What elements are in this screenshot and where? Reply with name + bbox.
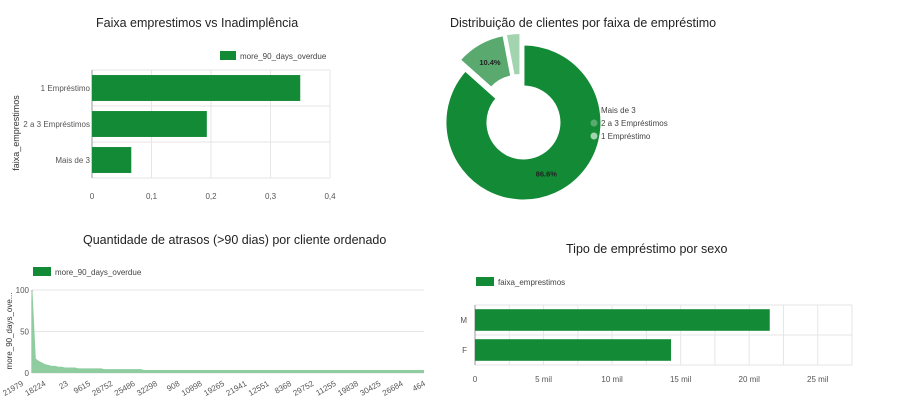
chart-faixa-inadimplencia: Faixa emprestimos vs Inadimplência more_…	[11, 16, 336, 201]
y-tick-label: 0	[25, 369, 30, 378]
x-tick-label: 19265	[202, 379, 226, 398]
legend-label: faixa_emprestimos	[498, 278, 565, 287]
x-tick-label: 29752	[292, 379, 316, 398]
chart-distribuicao-clientes: Distribuição de clientes por faixa de em…	[444, 16, 716, 202]
x-tick-label: 12551	[247, 379, 271, 398]
chart-title: Faixa emprestimos vs Inadimplência	[96, 16, 298, 30]
chart-tipo-emprestimo-sexo: Tipo de empréstimo por sexo faixa_empres…	[460, 242, 853, 384]
pie-slice	[458, 33, 513, 90]
slice-label: 86.6%	[536, 170, 558, 179]
area-line	[31, 291, 424, 372]
x-tick-label: 32298	[135, 379, 159, 398]
x-tick-label: 11255	[314, 379, 338, 398]
y-axis-title: faixa_emprestimos	[11, 95, 21, 171]
legend-swatch	[220, 51, 236, 60]
chart-title: Quantidade de atrasos (>90 dias) por cli…	[83, 233, 386, 247]
y-tick-label: 1 Empréstimo	[41, 84, 91, 93]
x-tick-label: 23	[57, 379, 70, 392]
y-tick-label: 2 a 3 Empréstimos	[23, 120, 90, 129]
legend-swatch	[33, 267, 51, 276]
x-tick-label: 5 mil	[535, 375, 552, 384]
x-tick-label: 10 mil	[601, 375, 623, 384]
y-tick-label: 50	[20, 328, 29, 337]
x-tick-label: 18224	[24, 379, 48, 398]
x-tick-label: 908	[165, 379, 182, 394]
x-tick-label: 19838	[336, 379, 360, 398]
x-tick-label: 25486	[113, 379, 137, 398]
legend-marker	[590, 132, 598, 140]
legend-swatch	[476, 277, 494, 286]
chart-atrasos-por-cliente: Quantidade de atrasos (>90 dias) por cli…	[1, 233, 428, 398]
y-axis-title: more_90_days_ove...	[5, 293, 14, 370]
legend-label: 1 Empréstimo	[601, 132, 651, 141]
x-tick-label: 10898	[180, 379, 204, 398]
x-tick-label: 15 mil	[670, 375, 692, 384]
bar	[475, 309, 770, 331]
x-tick-label: 21979	[1, 379, 25, 398]
bar	[92, 147, 132, 173]
x-tick-label: 464	[411, 379, 428, 394]
x-tick-label: 28752	[91, 379, 115, 398]
legend[interactable]: more_90_days_overdue	[33, 267, 142, 277]
x-tick-label: 26684	[381, 379, 405, 398]
y-tick-label: 100	[16, 286, 30, 295]
y-tick-label: Mais de 3	[55, 156, 90, 165]
x-tick-label: 0,2	[205, 192, 217, 201]
x-tick-label: 30425	[359, 379, 383, 398]
x-tick-label: 0,4	[324, 192, 336, 201]
y-tick-label: F	[462, 346, 467, 355]
x-tick-label: 8368	[273, 379, 293, 396]
x-tick-label: 25 mil	[807, 375, 829, 384]
bar	[92, 111, 207, 137]
x-tick-label: 20 mil	[739, 375, 761, 384]
x-tick-label: 0	[473, 375, 478, 384]
x-tick-label: 0,3	[265, 192, 277, 201]
bar	[475, 339, 672, 361]
legend-label: more_90_days_overdue	[240, 52, 327, 61]
pie-slice	[504, 32, 522, 77]
x-tick-label: 0	[90, 192, 95, 201]
legend-label: Mais de 3	[601, 106, 636, 115]
x-tick-label: 21941	[225, 379, 249, 398]
chart-title: Tipo de empréstimo por sexo	[566, 242, 727, 256]
x-tick-label: 9615	[72, 379, 92, 396]
pie-slice	[444, 43, 603, 202]
chart-title: Distribuição de clientes por faixa de em…	[450, 16, 716, 30]
legend-marker	[590, 119, 598, 127]
area-fill	[32, 291, 424, 373]
legend-marker	[590, 106, 598, 114]
bar	[92, 75, 301, 101]
y-tick-label: M	[460, 316, 467, 325]
legend[interactable]: faixa_emprestimos	[476, 277, 565, 287]
legend-label: more_90_days_overdue	[55, 268, 142, 277]
legend-label: 2 a 3 Empréstimos	[601, 119, 668, 128]
x-tick-label: 0,1	[146, 192, 158, 201]
legend[interactable]: more_90_days_overdue	[220, 51, 327, 61]
slice-label: 10.4%	[479, 58, 501, 67]
